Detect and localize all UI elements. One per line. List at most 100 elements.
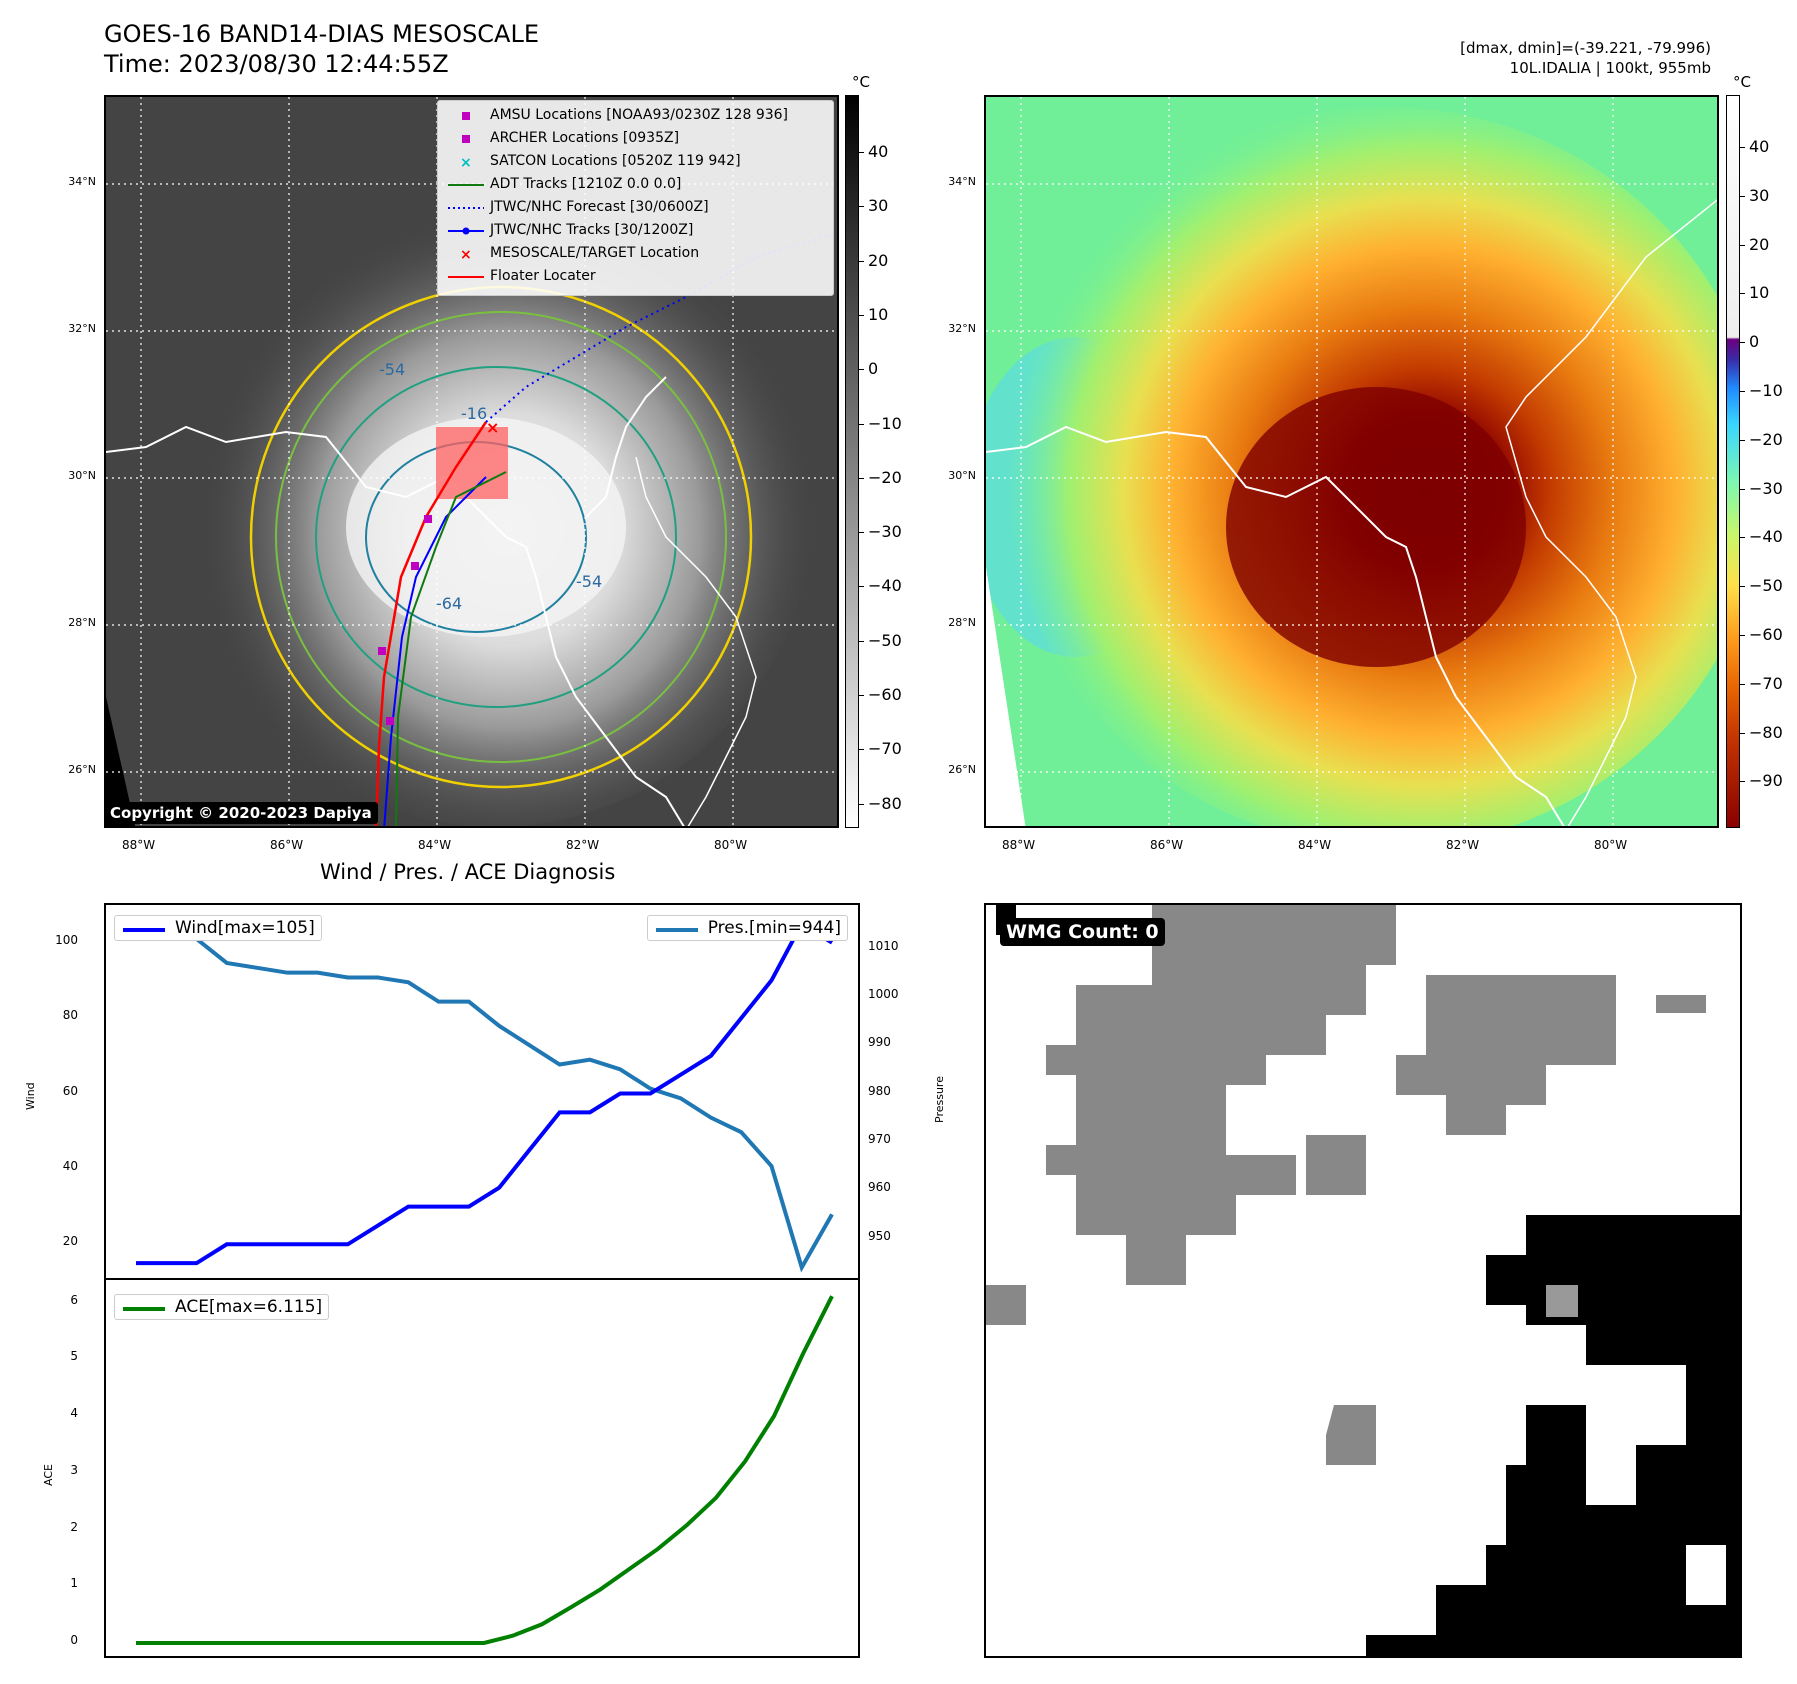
legend-entry: JTWC/NHC Forecast [30/0600Z] bbox=[438, 197, 833, 219]
wind-tick-label: 40 bbox=[62, 1158, 78, 1173]
wmg-raster bbox=[986, 905, 1740, 1656]
svg-text:×: × bbox=[460, 247, 472, 263]
ace-chart: ACE[max=6.115] bbox=[104, 1278, 860, 1658]
colorbar-tick-label: −20 bbox=[1749, 429, 1783, 449]
pressure-tick-label: 1000 bbox=[868, 986, 899, 1001]
colorbar-tick-label: 20 bbox=[868, 250, 889, 270]
colorbar-tick-mark bbox=[1740, 342, 1745, 344]
legend-entry: Floater Locater bbox=[438, 266, 833, 288]
lon-label: 80°W bbox=[1594, 838, 1628, 852]
lon-label: 84°W bbox=[418, 838, 452, 852]
colorbar-tick-mark bbox=[1740, 195, 1745, 197]
legend-label: JTWC/NHC Tracks [30/1200Z] bbox=[490, 222, 694, 238]
contour-label: -54 bbox=[576, 572, 602, 591]
colorbar-tick-mark bbox=[1740, 635, 1745, 636]
lon-label: 82°W bbox=[566, 838, 600, 852]
ir-color-map bbox=[984, 95, 1719, 828]
colorbar-tick-mark bbox=[1740, 586, 1745, 588]
colorbar-tick-label: −10 bbox=[1749, 381, 1783, 400]
ace-tick-label: 6 bbox=[70, 1292, 78, 1307]
pressure-legend-label: Pres.[min=944] bbox=[707, 918, 841, 938]
colorbar-tick-mark bbox=[859, 749, 864, 751]
pressure-axis-label: Pressure bbox=[933, 1076, 946, 1123]
ace-tick-label: 4 bbox=[70, 1406, 78, 1421]
contour-label: -54 bbox=[379, 360, 405, 379]
wind-pressure-plot bbox=[136, 921, 834, 1273]
colorbar-tick-mark bbox=[859, 369, 864, 371]
pressure-tick-label: 1010 bbox=[868, 938, 899, 953]
legend-label: SATCON Locations [0520Z 119 942] bbox=[490, 153, 741, 169]
wind-axis-label: Wind bbox=[24, 1082, 37, 1110]
ace-axis-label: ACE bbox=[42, 1464, 55, 1486]
map-legend: AMSU Locations [NOAA93/0230Z 128 936] AR… bbox=[437, 100, 834, 296]
lon-label: 86°W bbox=[270, 838, 304, 852]
colorbar-grayscale bbox=[845, 95, 859, 828]
storm-line: 10L.IDALIA | 100kt, 955mb bbox=[1509, 59, 1711, 77]
colorbar-tick-mark bbox=[1740, 244, 1745, 246]
colorbar-tick-label: −80 bbox=[868, 793, 902, 813]
svg-text:×: × bbox=[486, 418, 499, 437]
copyright-badge: Copyright © 2020-2023 Dapiya bbox=[104, 802, 378, 824]
ace-plot bbox=[136, 1295, 834, 1645]
colorbar-tick-mark bbox=[1740, 781, 1745, 783]
legend-entry: ARCHER Locations [0935Z] bbox=[438, 128, 833, 150]
legend-label: MESOSCALE/TARGET Location bbox=[490, 245, 700, 261]
chart-time: Time: 2023/08/30 12:44:55Z bbox=[104, 50, 449, 78]
legend-entry: × MESOSCALE/TARGET Location bbox=[438, 243, 833, 265]
colorbar-tick-label: −50 bbox=[1749, 576, 1783, 596]
colorbar-tick-label: 20 bbox=[1749, 234, 1770, 254]
colorbar-tick-mark bbox=[1740, 488, 1745, 490]
wind-line bbox=[136, 921, 834, 1266]
colorbar-tick-label: −70 bbox=[1749, 673, 1783, 693]
colorbar-tick-mark bbox=[1740, 732, 1745, 734]
colorbar-color bbox=[1726, 95, 1740, 828]
lon-label: 84°W bbox=[1298, 838, 1332, 852]
lat-label: 34°N bbox=[68, 175, 96, 188]
wind-tick-label: 80 bbox=[62, 1008, 78, 1023]
colorbar-tick-mark bbox=[1740, 147, 1745, 148]
colorbar-tick-label: −60 bbox=[1749, 625, 1783, 644]
colorbar-tick-mark bbox=[859, 314, 864, 316]
lon-label: 88°W bbox=[1002, 838, 1036, 852]
lat-label: 26°N bbox=[948, 763, 976, 776]
ace-legend: ACE[max=6.115] bbox=[114, 1294, 330, 1320]
colorbar-tick-mark bbox=[859, 640, 864, 642]
ace-tick-label: 3 bbox=[70, 1462, 78, 1477]
colorbar-tick-mark bbox=[859, 152, 864, 153]
colorbar-tick-label: 0 bbox=[1749, 332, 1760, 352]
ace-line bbox=[136, 1295, 834, 1645]
lon-label: 80°W bbox=[714, 838, 748, 852]
ace-tick-label: 2 bbox=[70, 1519, 78, 1534]
pressure-legend: Pres.[min=944] bbox=[646, 915, 848, 941]
pressure-tick-label: 980 bbox=[868, 1083, 891, 1098]
colorbar-tick-mark bbox=[1740, 683, 1745, 685]
chart-title: GOES-16 BAND14-DIAS MESOSCALE bbox=[104, 20, 540, 48]
wind-tick-label: 20 bbox=[62, 1234, 78, 1249]
colorbar-tick-label: −90 bbox=[1749, 771, 1783, 791]
colorbar-tick-label: −50 bbox=[868, 630, 902, 650]
ace-tick-label: 0 bbox=[70, 1632, 78, 1647]
lat-label: 34°N bbox=[948, 175, 976, 188]
colorbar-tick-label: −70 bbox=[868, 739, 902, 759]
storm-info: [dmax, dmin]=(-39.221, -79.996) 10L.IDAL… bbox=[1460, 38, 1711, 78]
legend-entry: × SATCON Locations [0520Z 119 942] bbox=[438, 151, 833, 173]
color-map-graphic bbox=[986, 97, 1717, 826]
lat-label: 30°N bbox=[68, 469, 96, 482]
legend-label: AMSU Locations [NOAA93/0230Z 128 936] bbox=[490, 107, 789, 123]
wind-legend: Wind[max=105] bbox=[114, 915, 322, 941]
lat-label: 28°N bbox=[948, 616, 976, 629]
ace-legend-label: ACE[max=6.115] bbox=[175, 1297, 323, 1317]
lat-label: 32°N bbox=[948, 322, 976, 335]
colorbar-tick-mark bbox=[859, 423, 864, 425]
pressure-tick-label: 970 bbox=[868, 1131, 891, 1146]
lat-label: 26°N bbox=[68, 763, 96, 776]
colorbar-tick-mark bbox=[1740, 537, 1745, 539]
colorbar-tick-mark bbox=[859, 477, 864, 479]
colorbar-tick-mark bbox=[1740, 293, 1745, 295]
stats-line: [dmax, dmin]=(-39.221, -79.996) bbox=[1460, 39, 1711, 57]
wind-tick-label: 60 bbox=[62, 1083, 78, 1098]
diagnosis-title: Wind / Pres. / ACE Diagnosis bbox=[320, 860, 616, 884]
pressure-tick-label: 950 bbox=[868, 1228, 891, 1243]
wind-tick-label: 100 bbox=[55, 932, 78, 947]
colorbar-tick-mark bbox=[859, 260, 864, 262]
